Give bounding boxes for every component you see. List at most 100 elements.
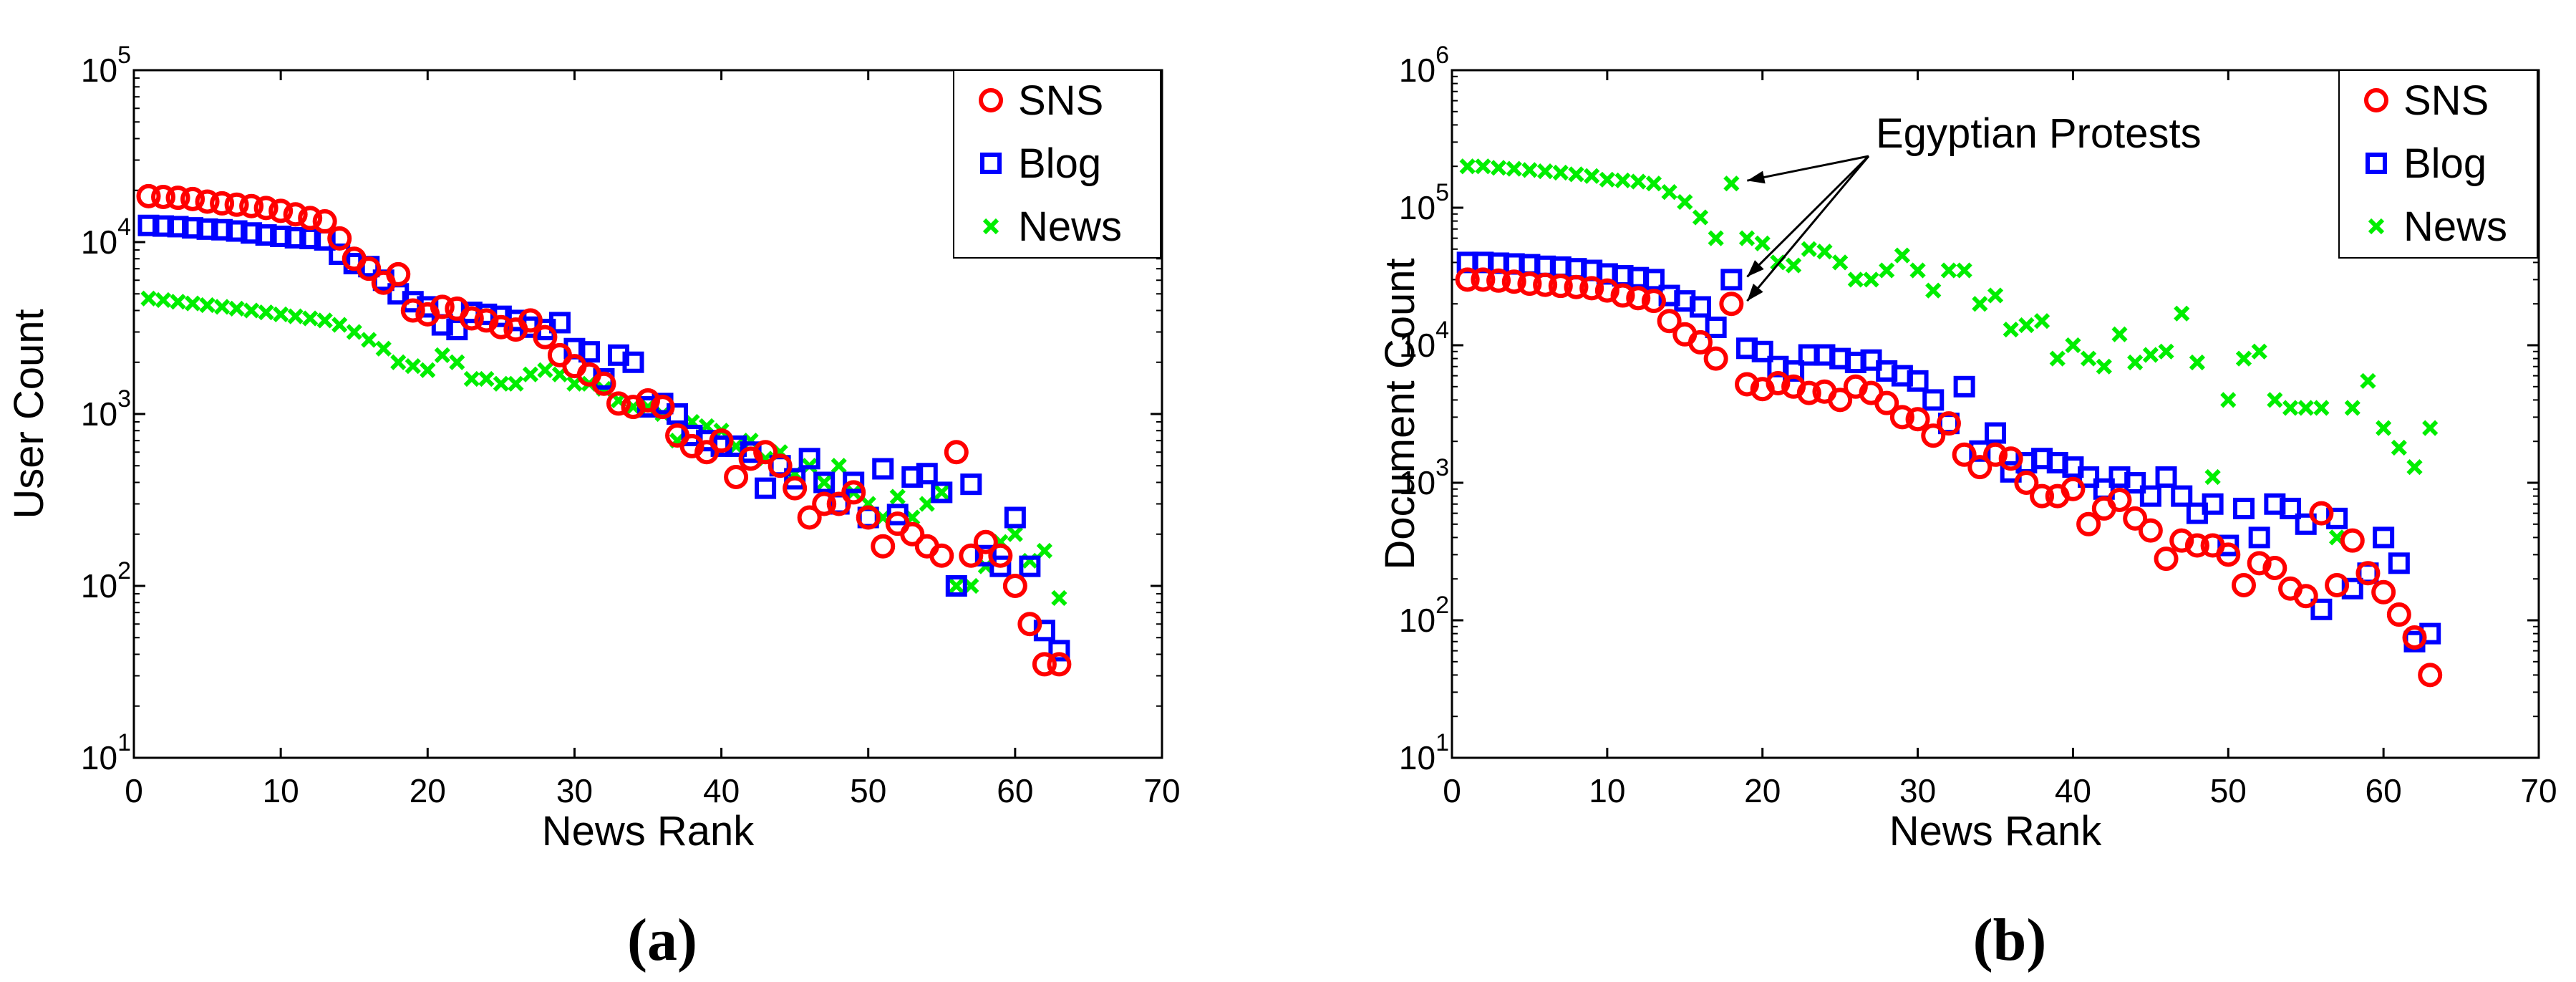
point-sns xyxy=(841,480,866,505)
point-news xyxy=(1987,287,2004,304)
point-sns xyxy=(724,464,749,489)
point-news xyxy=(375,340,392,357)
point-blog xyxy=(152,215,175,237)
point-sns xyxy=(268,198,294,223)
point-sns xyxy=(1874,390,1899,415)
point-sns xyxy=(1455,267,1480,292)
point-sns xyxy=(2107,487,2132,512)
point-blog xyxy=(490,305,512,327)
point-news xyxy=(934,484,950,501)
point-sns xyxy=(2340,528,2365,553)
point-blog xyxy=(2310,598,2333,620)
point-news xyxy=(1599,171,1615,188)
point-news xyxy=(1863,271,1879,288)
point-blog xyxy=(784,468,806,490)
point-blog xyxy=(1689,296,1711,318)
x-tick-label: 40 xyxy=(703,772,740,809)
x-tick-label: 30 xyxy=(1899,772,1936,809)
point-news xyxy=(493,375,509,392)
point-blog xyxy=(960,473,982,496)
legend-marker-blog xyxy=(2366,153,2387,174)
point-sns xyxy=(1889,405,1914,430)
point-sns xyxy=(312,209,337,234)
point-news xyxy=(1630,173,1647,190)
point-sns xyxy=(2371,579,2396,605)
point-sns xyxy=(518,308,543,333)
point-blog xyxy=(402,291,424,313)
y-axis-label: User Count xyxy=(6,309,52,519)
x-tick-label: 20 xyxy=(410,772,446,809)
x-tick-label: 10 xyxy=(263,772,299,809)
point-news xyxy=(2111,326,2128,342)
legend-marker-news xyxy=(982,218,999,235)
point-news xyxy=(213,299,231,315)
panel-label: (b) xyxy=(1973,907,2047,973)
point-news xyxy=(2003,322,2019,338)
legend-label-sns: SNS xyxy=(1018,77,1103,124)
point-sns xyxy=(239,193,264,218)
point-blog xyxy=(2373,526,2395,549)
point-news xyxy=(1536,163,1554,180)
series-sns xyxy=(136,183,1072,677)
point-sns xyxy=(2231,572,2256,597)
point-news xyxy=(1925,282,1942,299)
point-sns xyxy=(2123,506,2148,531)
point-news xyxy=(1475,158,1491,175)
point-news xyxy=(258,304,274,321)
point-blog xyxy=(2217,534,2240,557)
point-news xyxy=(831,458,847,474)
point-blog xyxy=(1969,440,1991,462)
point-blog xyxy=(1720,269,1743,291)
point-sns xyxy=(224,192,249,217)
point-sns xyxy=(826,491,851,516)
point-blog xyxy=(2341,577,2363,600)
x-axis-label: News Rank xyxy=(1889,808,2103,855)
legend: SNS Blog News xyxy=(2338,69,2538,259)
point-news xyxy=(2422,420,2439,436)
point-news xyxy=(1645,175,1662,192)
point-sns xyxy=(1517,271,1542,297)
x-tick-label: 70 xyxy=(1143,772,1180,809)
point-blog xyxy=(1048,640,1070,662)
point-blog xyxy=(1705,316,1727,338)
point-news xyxy=(889,488,906,505)
point-blog xyxy=(945,575,967,597)
point-news xyxy=(1847,271,1864,288)
point-blog xyxy=(182,217,204,239)
point-sns xyxy=(1471,267,1496,292)
point-news xyxy=(2376,420,2392,436)
panel-label: (a) xyxy=(627,907,697,973)
legend-label-blog: Blog xyxy=(1018,140,1101,187)
point-news xyxy=(302,310,319,327)
point-news xyxy=(1490,160,1507,176)
point-sns xyxy=(1002,574,1027,598)
point-sns xyxy=(900,521,925,547)
point-sns xyxy=(400,298,425,323)
legend-marker-news xyxy=(2368,218,2385,235)
point-news xyxy=(1785,257,1802,274)
point-blog xyxy=(270,225,292,247)
point-blog xyxy=(916,463,938,485)
legend-label-sns: SNS xyxy=(2403,77,2489,124)
point-blog xyxy=(2232,497,2255,519)
panel-a: 0 10 20 30 40 50 60 70 101 102 103 104 105 News Rank U… xyxy=(6,42,1181,973)
point-news xyxy=(2313,400,2330,416)
point-news xyxy=(2189,354,2206,371)
point-blog xyxy=(2139,485,2161,507)
point-sns xyxy=(768,453,793,478)
point-sns xyxy=(709,428,734,453)
point-blog xyxy=(241,222,263,244)
point-news xyxy=(2391,439,2407,456)
point-blog xyxy=(2078,466,2100,488)
point-blog xyxy=(211,218,233,241)
point-blog xyxy=(1860,349,1882,371)
point-sns xyxy=(2030,483,2055,509)
x-tick-label: 50 xyxy=(850,772,886,809)
point-news xyxy=(1506,160,1522,177)
point-sns xyxy=(959,543,984,568)
point-news xyxy=(1614,172,1631,188)
point-news xyxy=(434,347,450,363)
annotation-arrow xyxy=(1747,155,1869,182)
legend-label-news: News xyxy=(1018,203,1122,250)
point-news xyxy=(2251,343,2267,360)
